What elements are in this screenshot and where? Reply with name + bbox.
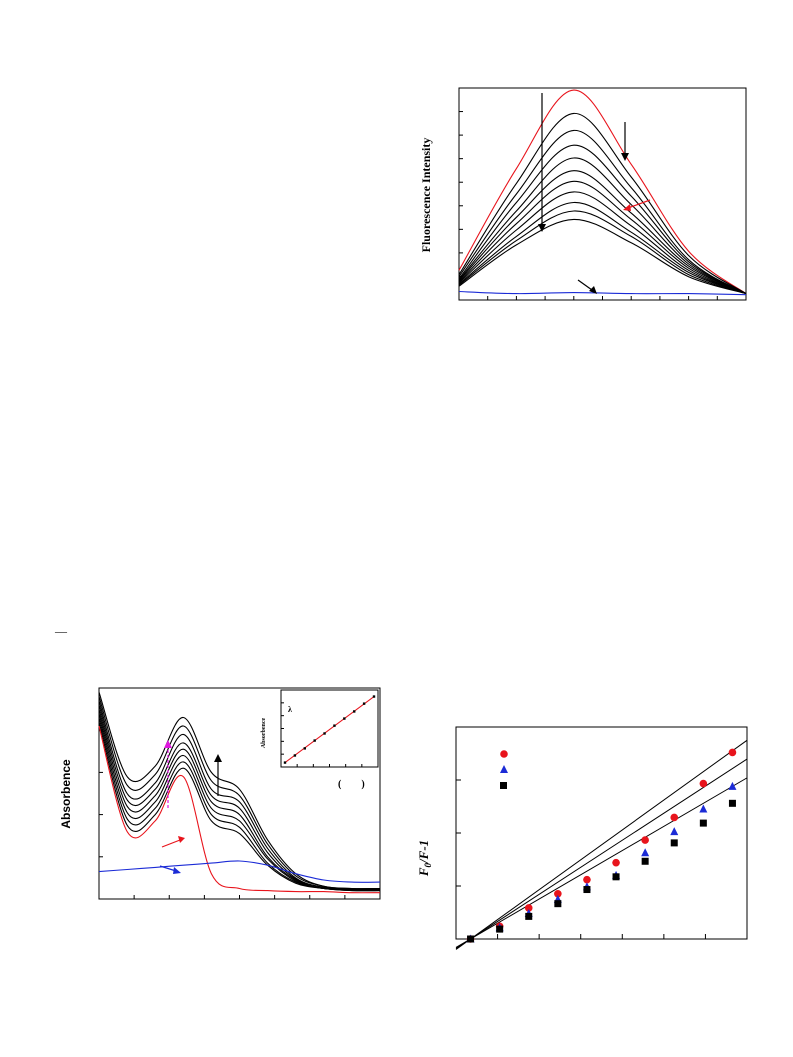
fluorescence-curve bbox=[458, 89, 747, 295]
square-point bbox=[728, 799, 736, 807]
inset-lambda: λ bbox=[288, 705, 292, 714]
stern-volmer-points bbox=[466, 748, 737, 943]
absorbance-curve bbox=[98, 725, 381, 894]
inset-series bbox=[283, 695, 376, 764]
fluorescence-annotations bbox=[538, 93, 651, 294]
red-curve-pointer-head bbox=[623, 204, 631, 211]
square-point bbox=[467, 935, 475, 943]
fluorescence-curve bbox=[458, 191, 747, 295]
stray-dash: — bbox=[54, 624, 68, 638]
fluorescence-curve bbox=[458, 201, 747, 295]
fluorescence-curve bbox=[458, 290, 747, 296]
legend-circle-marker bbox=[500, 750, 508, 758]
inset-point bbox=[333, 724, 336, 727]
square-point bbox=[670, 839, 678, 847]
circle-point bbox=[670, 813, 679, 822]
inset-point bbox=[303, 747, 306, 750]
blue-pointer-head bbox=[173, 867, 181, 874]
increase-arrow-head bbox=[214, 754, 222, 762]
fluorescence-curve bbox=[458, 180, 747, 295]
inset-ticks bbox=[281, 702, 363, 767]
fluorescence-curve bbox=[458, 170, 747, 295]
stern-volmer-ticks bbox=[456, 779, 706, 939]
quench-arrow-center-head bbox=[538, 224, 546, 232]
inset-point bbox=[362, 702, 366, 705]
stern-volmer-legend bbox=[500, 750, 508, 789]
fluorescence-curve bbox=[458, 157, 747, 295]
stern-volmer-frame bbox=[455, 726, 748, 940]
square-point bbox=[583, 886, 591, 894]
inset-ylabel: Absorbence bbox=[261, 718, 267, 749]
fit-line bbox=[455, 739, 748, 950]
red-pointer-head bbox=[178, 836, 185, 843]
circle-point bbox=[641, 836, 649, 844]
circle-point bbox=[554, 889, 562, 898]
circle-point bbox=[699, 779, 708, 788]
absorbance-curve bbox=[98, 860, 381, 883]
triangle-point bbox=[728, 781, 737, 790]
square-point bbox=[525, 912, 533, 920]
triangle-point bbox=[641, 848, 650, 857]
magenta-arrow-head bbox=[164, 740, 172, 748]
circle-point bbox=[583, 875, 591, 884]
fluorescence-series bbox=[458, 89, 747, 296]
inset-point bbox=[283, 761, 287, 764]
red-pointer bbox=[161, 839, 181, 848]
quench-arrow-right-head bbox=[621, 153, 629, 161]
fluorescence-curve bbox=[458, 144, 747, 295]
inset-point bbox=[353, 710, 356, 713]
fit-line bbox=[455, 777, 748, 948]
absorbance-panel: — Absorbence Absorbence λ ( ) bbox=[54, 624, 381, 900]
fluorescence-curve bbox=[458, 129, 747, 295]
inset-point bbox=[323, 732, 326, 735]
inset-point bbox=[313, 739, 316, 742]
absorbance-curve bbox=[98, 721, 381, 892]
square-point bbox=[554, 900, 562, 908]
absorbance-series bbox=[98, 692, 381, 894]
blue-curve-pointer-head bbox=[589, 286, 597, 294]
legend-triangle-marker bbox=[500, 765, 508, 773]
fluorescence-panel: Fluorescence Intensity bbox=[419, 87, 747, 301]
circle-point bbox=[612, 858, 620, 867]
fluorescence-ylabel: Fluorescence Intensity bbox=[419, 138, 433, 253]
circle-point bbox=[524, 904, 533, 912]
fluorescence-curve bbox=[458, 218, 747, 295]
circle-point bbox=[728, 748, 737, 757]
absorbance-curve bbox=[98, 704, 381, 891]
fluorescence-curve bbox=[458, 112, 747, 295]
square-point bbox=[699, 819, 707, 827]
blue-curve-pointer bbox=[577, 279, 593, 291]
absorbance-curve bbox=[98, 696, 381, 890]
stern-volmer-fit-lines bbox=[455, 739, 748, 950]
inset-bracket-text: ( ) bbox=[338, 779, 365, 790]
fit-line bbox=[455, 758, 748, 949]
inset-fit-line bbox=[284, 696, 375, 763]
square-point bbox=[641, 857, 649, 865]
legend-square-marker bbox=[500, 782, 507, 789]
square-point bbox=[496, 925, 504, 933]
absorbance-ylabel: Absorbence bbox=[59, 759, 73, 829]
inset-point bbox=[343, 717, 346, 720]
absorbance-inset: Absorbence λ ( ) bbox=[261, 689, 379, 790]
stern-volmer-ylabel: F0/F-1 bbox=[416, 840, 433, 877]
inset-point bbox=[372, 695, 376, 698]
square-point bbox=[612, 873, 620, 881]
fluorescence-curve bbox=[458, 210, 747, 295]
blue-pointer bbox=[159, 865, 177, 872]
triangle-point bbox=[699, 804, 708, 813]
triangle-point bbox=[670, 827, 679, 836]
inset-point bbox=[293, 754, 297, 757]
stern-volmer-panel: F0/F-1 bbox=[416, 726, 748, 950]
red-curve-pointer bbox=[627, 199, 651, 209]
absorbance-annotations bbox=[159, 740, 222, 874]
